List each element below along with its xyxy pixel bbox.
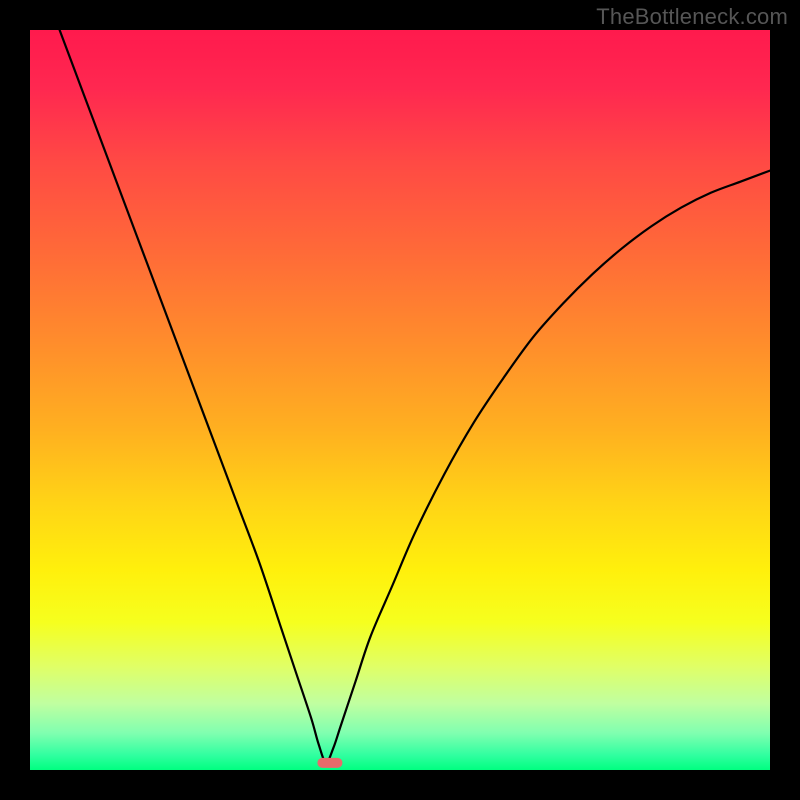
bottleneck-curve	[30, 30, 770, 770]
chart-container: TheBottleneck.com	[0, 0, 800, 800]
minimum-marker	[317, 757, 342, 767]
watermark-text: TheBottleneck.com	[596, 4, 788, 30]
plot-area	[30, 30, 770, 770]
